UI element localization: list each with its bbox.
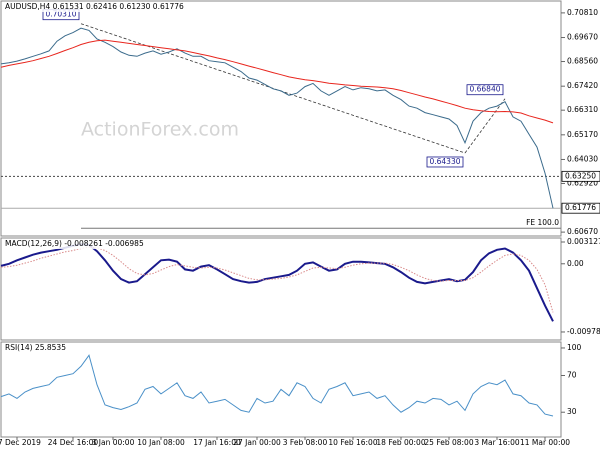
y-tick-label: 0.65170 [567, 130, 598, 139]
title-bg [3, 239, 178, 249]
level-label-bg [561, 170, 600, 182]
x-tick-label: 10 Feb 16:00 [328, 438, 377, 447]
x-tick-label: 17 Dec 2019 [0, 438, 41, 447]
y-tick-label: 0.70810 [567, 8, 598, 17]
panel-frame [0, 341, 562, 438]
series-line [0, 354, 554, 417]
watermark: ActionForex.com [81, 119, 239, 141]
y-tick-label: 0.64030 [567, 154, 598, 163]
annotation-box [426, 156, 464, 168]
y-tick-label: -0.009788 [567, 327, 600, 336]
panel-title: AUDUSD,H4 0.61531 0.62416 0.61230 0.6177… [5, 2, 184, 11]
current-price-bg [561, 202, 600, 214]
y-tick-label: 70 [567, 371, 577, 380]
level-label: 0.63250 [565, 171, 596, 180]
y-tick-label: 0.60670 [567, 227, 598, 236]
series-line [0, 27, 554, 209]
x-tick-label: 10 Jan 08:00 [137, 438, 185, 447]
x-tick-label: 27 Jan 00:00 [233, 438, 281, 447]
panel-title: RSI(14) 25.8535 [5, 343, 66, 352]
y-tick-label: 0.62920 [567, 178, 598, 187]
y-tick-label: 0.003127 [567, 237, 600, 246]
y-tick-label: 0.69670 [567, 33, 598, 42]
trend-line [464, 98, 506, 154]
x-tick-label: 18 Feb 00:00 [376, 438, 425, 447]
y-tick-label: 100 [567, 343, 582, 352]
y-tick-label: 0.66310 [567, 105, 598, 114]
panel-frame [0, 0, 562, 237]
current-price-label: 0.61776 [565, 203, 596, 212]
y-tick-label: 0.00 [567, 259, 584, 268]
title-bg [3, 2, 178, 12]
annotation-label: 0.64330 [429, 157, 460, 166]
fe-label: FE 100.0 [526, 218, 559, 227]
panel-title: MACD(12,26,9) -0.008261 -0.006985 [5, 239, 144, 248]
series-line [0, 39, 554, 124]
panel-frame [0, 237, 562, 341]
x-tick-label: 3 Feb 08:00 [283, 438, 328, 447]
x-tick-label: 17 Jan 16:00 [193, 438, 241, 447]
x-tick-label: 11 Mar 00:00 [520, 438, 570, 447]
title-bg [3, 343, 178, 353]
y-tick-label: 30 [567, 407, 577, 416]
x-tick-label: 3 Jan 00:00 [92, 438, 135, 447]
y-tick-label: 0.68560 [567, 57, 598, 66]
annotation-label: 0.66840 [469, 85, 500, 94]
annotation-box [466, 84, 504, 96]
y-tick-label: 0.67420 [567, 81, 598, 90]
x-tick-label: 3 Mar 16:00 [474, 438, 520, 447]
annotation-label: 0.70310 [45, 10, 76, 19]
x-tick-label: 24 Dec 16:00 [48, 438, 99, 447]
x-tick-label: 25 Feb 08:00 [424, 438, 473, 447]
